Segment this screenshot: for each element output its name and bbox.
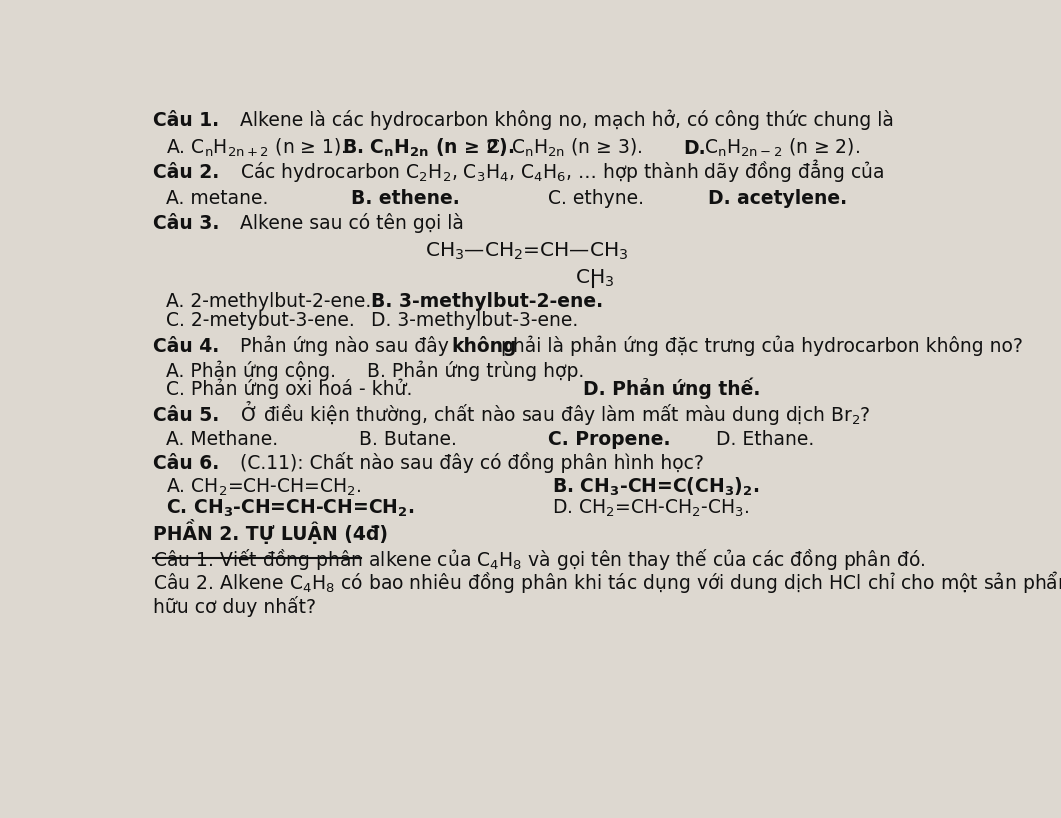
Text: Câu 5.: Câu 5. bbox=[153, 406, 220, 425]
Text: Các hydrocarbon C$_{\mathregular{2}}$H$_{\mathregular{2}}$, C$_{\mathregular{3}}: Các hydrocarbon C$_{\mathregular{2}}$H$_… bbox=[240, 157, 884, 184]
Text: PHẦN 2. TỰ LUẬN (4đ): PHẦN 2. TỰ LUẬN (4đ) bbox=[153, 519, 388, 544]
Text: A. Phản ứng cộng.: A. Phản ứng cộng. bbox=[166, 360, 335, 380]
Text: D.: D. bbox=[683, 138, 707, 158]
Text: CH$_{\mathregular{3}}$—CH$_{\mathregular{2}}$=CH—CH$_{\mathregular{3}}$: CH$_{\mathregular{3}}$—CH$_{\mathregular… bbox=[424, 240, 628, 263]
Text: C. ethyne.: C. ethyne. bbox=[547, 189, 644, 208]
Text: (C.11): Chất nào sau đây có đồng phân hình học?: (C.11): Chất nào sau đây có đồng phân hì… bbox=[240, 452, 703, 473]
Text: hữu cơ duy nhất?: hữu cơ duy nhất? bbox=[153, 596, 316, 618]
Text: Câu 3.: Câu 3. bbox=[153, 213, 220, 232]
Text: C. Phản ứng oxi hoá - khử.: C. Phản ứng oxi hoá - khử. bbox=[166, 379, 412, 399]
Text: A. CH$_{\mathregular{2}}$=CH-CH=CH$_{\mathregular{2}}$.: A. CH$_{\mathregular{2}}$=CH-CH=CH$_{\ma… bbox=[166, 477, 362, 498]
Text: C. CH$_{\mathregular{3}}$-CH=CH-CH=CH$_{\mathregular{2}}$.: C. CH$_{\mathregular{3}}$-CH=CH-CH=CH$_{… bbox=[166, 498, 414, 519]
Text: B. C$_{\mathregular{n}}$H$_{\mathregular{2n}}$ (n ≥ 2).: B. C$_{\mathregular{n}}$H$_{\mathregular… bbox=[343, 137, 515, 159]
Text: phải là phản ứng đặc trưng của hydrocarbon không no?: phải là phản ứng đặc trưng của hydrocarb… bbox=[495, 335, 1023, 356]
Text: không: không bbox=[452, 336, 517, 356]
Text: B. Butane.: B. Butane. bbox=[359, 429, 456, 448]
Text: D. acetylene.: D. acetylene. bbox=[709, 189, 848, 208]
Text: C$_{\mathregular{n}}$H$_{\mathregular{2n-2}}$ (n ≥ 2).: C$_{\mathregular{n}}$H$_{\mathregular{2n… bbox=[705, 137, 860, 159]
Text: A. C$_{\mathregular{n}}$H$_{\mathregular{2n+2}}$ (n ≥ 1).: A. C$_{\mathregular{n}}$H$_{\mathregular… bbox=[166, 137, 346, 159]
Text: Câu 2.: Câu 2. bbox=[153, 163, 220, 182]
Text: Câu 1. Viết đồng phân alkene của C$_{\mathregular{4}}$H$_{\mathregular{8}}$ và g: Câu 1. Viết đồng phân alkene của C$_{\ma… bbox=[153, 546, 925, 572]
Text: B. Phản ứng trùng hợp.: B. Phản ứng trùng hợp. bbox=[367, 360, 585, 380]
Text: C. 2-metybut-3-ene.: C. 2-metybut-3-ene. bbox=[166, 311, 354, 330]
Text: Alkene là các hydrocarbon không no, mạch hở, có công thức chung là: Alkene là các hydrocarbon không no, mạch… bbox=[240, 110, 893, 130]
Text: CH$_{\mathregular{3}}$: CH$_{\mathregular{3}}$ bbox=[575, 268, 614, 290]
Text: A. Methane.: A. Methane. bbox=[166, 429, 278, 448]
Text: Alkene sau có tên gọi là: Alkene sau có tên gọi là bbox=[240, 213, 464, 232]
Text: C. Propene.: C. Propene. bbox=[547, 429, 671, 448]
Text: B. 3-methylbut-2-ene.: B. 3-methylbut-2-ene. bbox=[371, 292, 604, 312]
Text: Ở điều kiện thường, chất nào sau đây làm mất màu dung dịch Br$_{\mathregular{2}}: Ở điều kiện thường, chất nào sau đây làm… bbox=[240, 398, 870, 427]
Text: A. 2-methylbut-2-ene.: A. 2-methylbut-2-ene. bbox=[166, 292, 370, 312]
Text: Phản ứng nào sau đây: Phản ứng nào sau đây bbox=[240, 335, 454, 356]
Text: B. ethene.: B. ethene. bbox=[350, 189, 459, 208]
Text: D. Phản ứng thế.: D. Phản ứng thế. bbox=[584, 378, 761, 399]
Text: Câu 4.: Câu 4. bbox=[153, 337, 220, 356]
Text: D. CH$_{\mathregular{2}}$=CH-CH$_{\mathregular{2}}$-CH$_{\mathregular{3}}$.: D. CH$_{\mathregular{2}}$=CH-CH$_{\mathr… bbox=[552, 498, 749, 519]
Text: D. 3-methylbut-3-ene.: D. 3-methylbut-3-ene. bbox=[371, 311, 578, 330]
Text: Câu 1.: Câu 1. bbox=[153, 111, 220, 130]
Text: D. Ethane.: D. Ethane. bbox=[716, 429, 815, 448]
Text: A. metane.: A. metane. bbox=[166, 189, 267, 208]
Text: Câu 6.: Câu 6. bbox=[153, 453, 220, 473]
Text: C. C$_{\mathregular{n}}$H$_{\mathregular{2n}}$ (n ≥ 3).: C. C$_{\mathregular{n}}$H$_{\mathregular… bbox=[486, 137, 643, 159]
Text: Câu 2. Alkene C$_{\mathregular{4}}$H$_{\mathregular{8}}$ có bao nhiêu đồng phân : Câu 2. Alkene C$_{\mathregular{4}}$H$_{\… bbox=[153, 569, 1061, 596]
Text: B. CH$_{\mathregular{3}}$-CH=C(CH$_{\mathregular{3}}$)$_{\mathregular{2}}$.: B. CH$_{\mathregular{3}}$-CH=C(CH$_{\mat… bbox=[552, 476, 760, 498]
